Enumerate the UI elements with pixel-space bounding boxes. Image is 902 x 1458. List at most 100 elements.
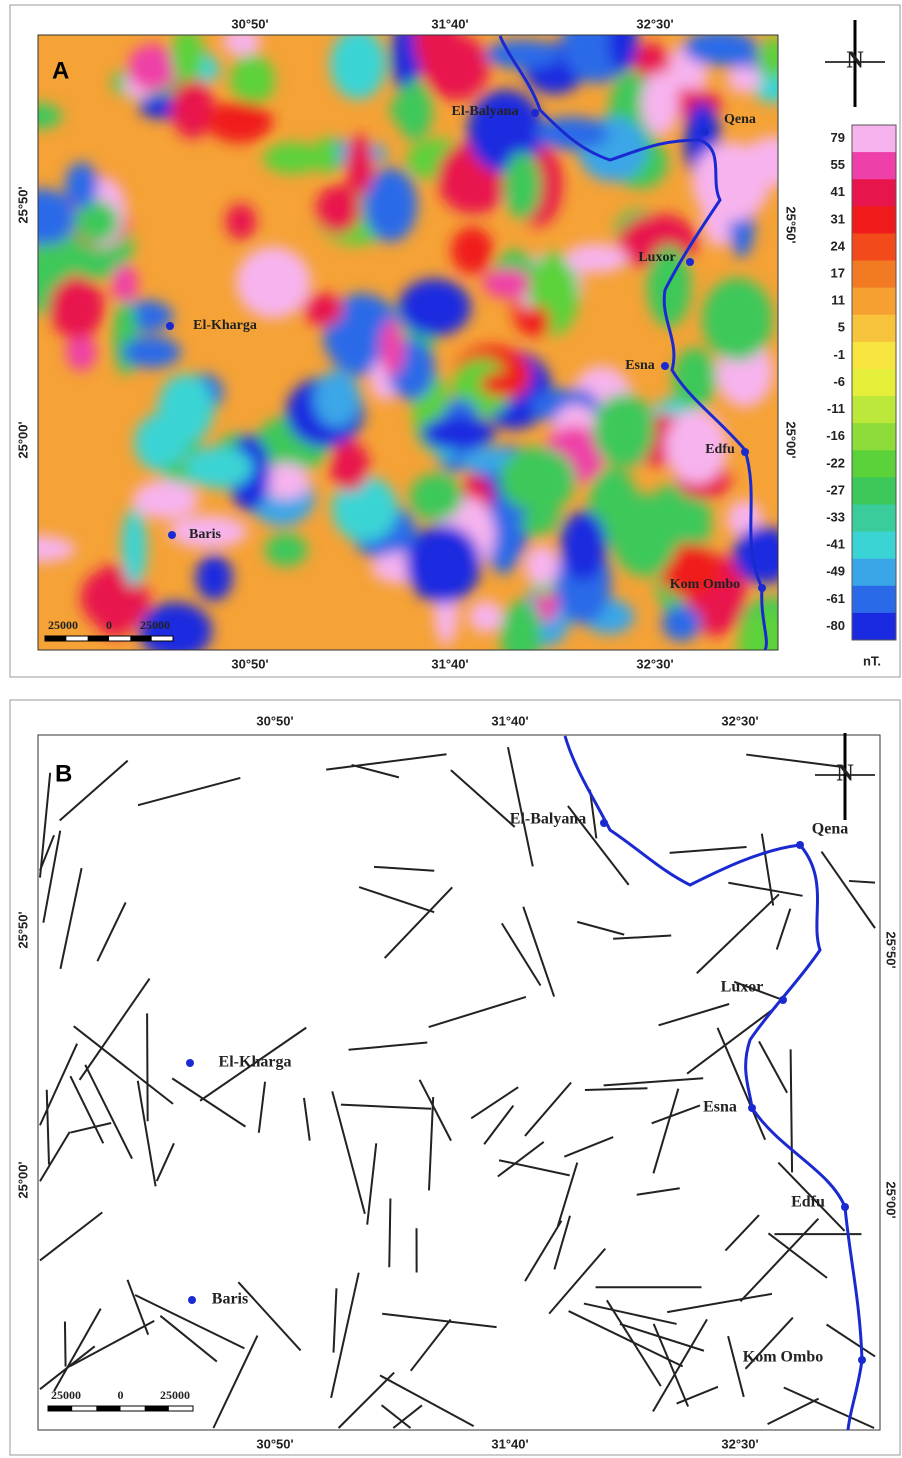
lineament	[54, 1309, 101, 1392]
lineament	[40, 1132, 70, 1181]
legend-label: -22	[826, 455, 845, 470]
legend-label: 17	[831, 266, 845, 281]
panel-label: A	[52, 57, 69, 84]
lineament	[558, 1163, 577, 1227]
city-label: El-Kharga	[193, 318, 257, 333]
latitude-label: 25°00'	[884, 1181, 899, 1218]
legend-label: -33	[826, 509, 845, 524]
lineament	[584, 1304, 677, 1324]
legend-swatch	[852, 369, 896, 397]
city-label: Baris	[212, 1291, 248, 1308]
anomaly	[380, 319, 405, 376]
lineament	[374, 867, 434, 871]
city-marker	[841, 1203, 849, 1211]
city-label: Baris	[189, 527, 221, 542]
lineament	[784, 1388, 874, 1428]
legend-swatch	[852, 504, 896, 532]
anomaly	[16, 103, 62, 128]
lineament	[334, 1288, 337, 1352]
lineament	[359, 887, 434, 912]
city-marker	[166, 322, 174, 330]
scale-bar	[88, 636, 109, 641]
legend-label: -1	[833, 347, 845, 362]
river	[565, 736, 862, 1430]
anomaly	[127, 44, 178, 91]
legend-label: 55	[831, 157, 845, 172]
longitude-label: 31°40'	[491, 713, 528, 728]
lineament	[332, 1091, 365, 1213]
longitude-label: 31°40'	[431, 656, 468, 671]
lineament	[47, 1090, 49, 1165]
lineament	[80, 979, 150, 1080]
anomaly	[759, 37, 789, 79]
city-marker	[168, 531, 176, 539]
legend-label: -16	[826, 428, 845, 443]
anomaly	[390, 96, 418, 125]
anomaly	[265, 533, 308, 566]
anomaly	[662, 605, 702, 641]
lineament	[339, 1373, 395, 1428]
city-label: Edfu	[791, 1194, 825, 1211]
lineament	[791, 1049, 792, 1172]
city-label: Esna	[625, 358, 655, 373]
lineament	[670, 847, 747, 853]
anomaly	[560, 511, 606, 581]
legend-swatch	[852, 477, 896, 505]
lineament	[613, 936, 671, 939]
anomaly	[410, 473, 463, 520]
longitude-label: 32°30'	[636, 656, 673, 671]
lineament	[768, 1399, 819, 1424]
anomaly	[499, 447, 576, 512]
lineament	[420, 1080, 451, 1141]
city-label: Luxor	[721, 979, 764, 996]
lineament	[746, 755, 845, 768]
lineament	[484, 1106, 513, 1145]
anomaly	[158, 374, 214, 443]
lineament	[74, 1026, 173, 1104]
anomaly	[702, 278, 773, 361]
longitude-label: 32°30'	[721, 713, 758, 728]
legend-label: 24	[831, 238, 846, 253]
legend-swatch	[852, 152, 896, 180]
city-marker	[701, 128, 709, 136]
lineament	[759, 1041, 787, 1092]
lineament	[762, 834, 773, 906]
legend-swatch	[852, 613, 896, 641]
anomaly	[346, 134, 374, 196]
legend-swatch	[852, 125, 896, 153]
scale-label: 25000	[51, 1388, 81, 1402]
legend-label: -61	[826, 591, 845, 606]
latitude-label: 25°50'	[15, 911, 30, 948]
scale-label: 0	[106, 618, 112, 632]
anomaly	[330, 29, 386, 100]
city-marker	[796, 841, 804, 849]
lineament	[138, 778, 240, 805]
scale-label: 25000	[160, 1388, 190, 1402]
city-label: Edfu	[705, 442, 735, 457]
lineament	[777, 909, 791, 950]
legend-swatch	[852, 450, 896, 478]
lineament	[687, 1007, 776, 1074]
lineament	[341, 1105, 431, 1109]
legend-swatch	[852, 559, 896, 587]
city-marker	[858, 1356, 866, 1364]
longitude-label: 30°50'	[256, 1436, 293, 1451]
city-label: El-Balyana	[510, 811, 586, 828]
scale-label: 0	[118, 1388, 124, 1402]
city-marker	[748, 1104, 756, 1112]
legend-swatch	[852, 206, 896, 234]
city-marker	[686, 258, 694, 266]
legend-swatch	[852, 342, 896, 370]
anomaly	[480, 371, 529, 396]
legend-swatch	[852, 423, 896, 451]
lineament	[70, 1076, 103, 1143]
lineament	[740, 1219, 818, 1302]
legend-label: 5	[838, 320, 845, 335]
map-frame	[38, 735, 880, 1430]
lineament	[429, 997, 526, 1027]
longitude-label: 30°50'	[256, 713, 293, 728]
latitude-label: 25°50'	[784, 206, 799, 243]
city-label: Kom Ombo	[743, 1349, 823, 1366]
scale-bar	[45, 636, 66, 641]
anomaly	[111, 263, 138, 304]
